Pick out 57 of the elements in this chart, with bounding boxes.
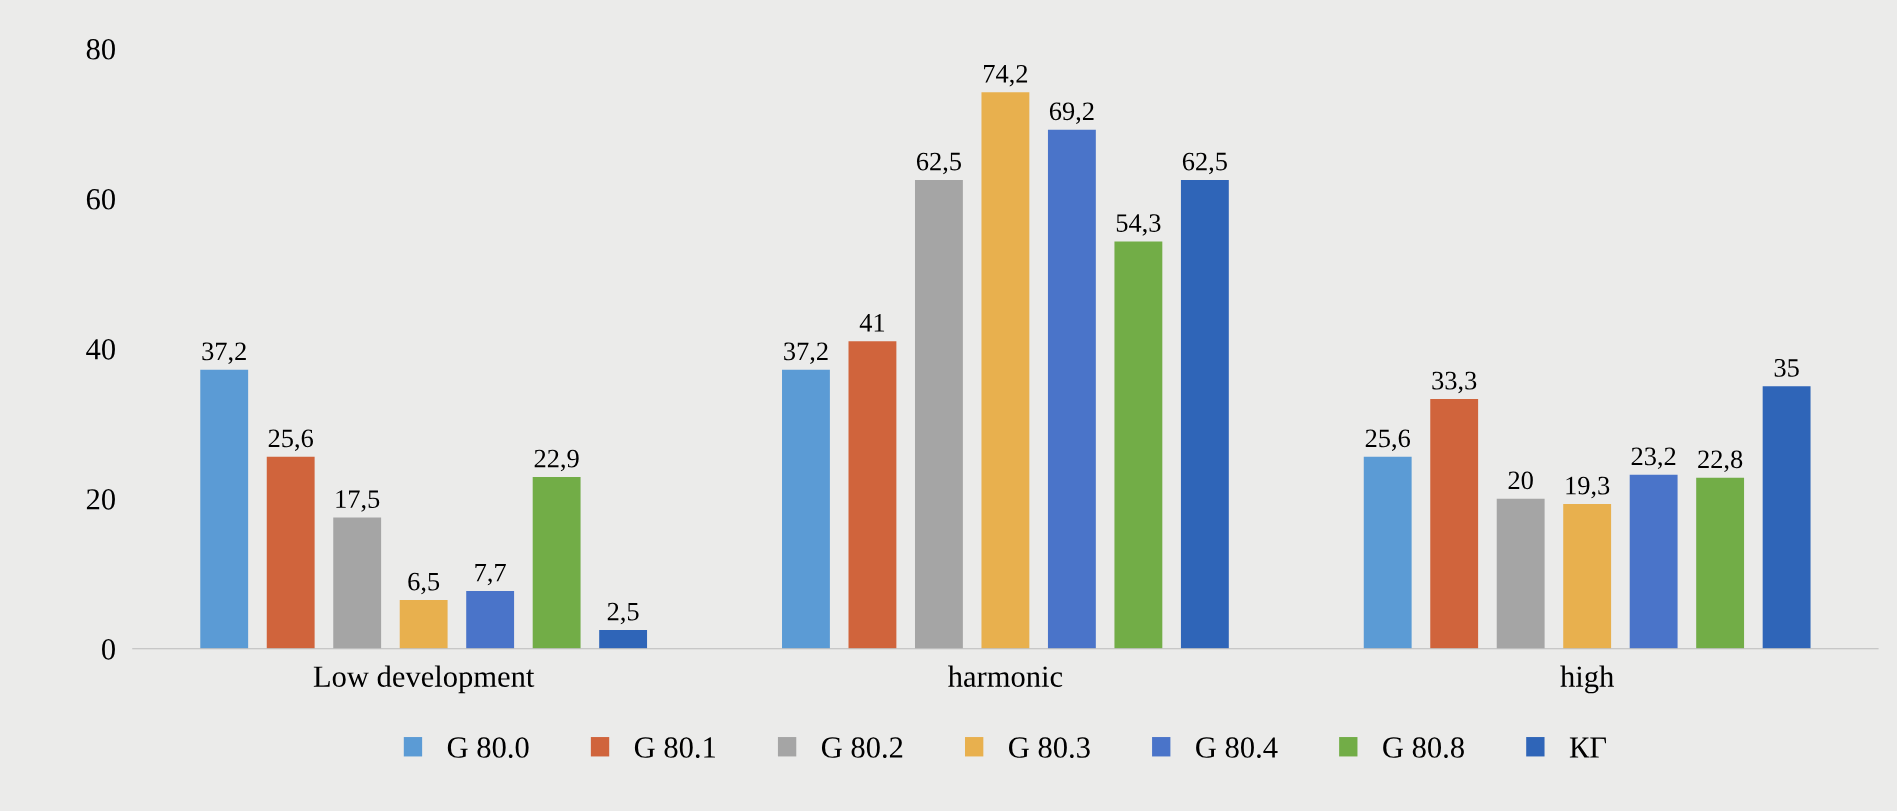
bar: [1696, 477, 1745, 649]
x-tick-label: harmonic: [948, 665, 1063, 687]
bar: [1114, 241, 1163, 649]
data-label: 22,8: [1698, 450, 1743, 473]
data-label: 2,5: [607, 602, 639, 625]
data-label: 74,2: [984, 64, 1028, 87]
bar: [914, 179, 963, 649]
data-label: 54,3: [1116, 214, 1161, 236]
data-label: 37,2: [202, 342, 246, 365]
y-tick-label: 40: [86, 339, 115, 360]
data-label: 35: [1774, 358, 1799, 377]
data-label: 41: [859, 314, 885, 332]
bar: [466, 591, 515, 649]
bar: [200, 369, 249, 649]
y-tick-label: 0: [102, 639, 115, 660]
y-tick-label: 80: [86, 38, 115, 60]
data-label: 19,3: [1566, 476, 1610, 499]
data-label: 69,2: [1049, 102, 1094, 124]
data-label: 17,5: [336, 490, 380, 512]
bar: [1496, 498, 1545, 649]
data-label: 22,9: [534, 449, 579, 472]
legend-label: G 80.8: [1383, 737, 1464, 758]
y-tick-label: 20: [86, 489, 115, 510]
data-label: 23,2: [1631, 447, 1676, 470]
bar: [848, 341, 897, 649]
legend-label: G 80.3: [1009, 737, 1090, 758]
data-label: 20: [1508, 471, 1533, 490]
bar: [1629, 474, 1678, 649]
data-label: 62,5: [916, 152, 961, 175]
bar: [266, 456, 315, 649]
data-label: 33,3: [1432, 371, 1477, 394]
bar: [599, 630, 648, 649]
bar: [1563, 504, 1612, 649]
bar: [1762, 386, 1811, 649]
bar: [532, 477, 581, 649]
bar: [1047, 129, 1096, 649]
x-tick-label: high: [1560, 665, 1614, 694]
data-label: 25,6: [1365, 429, 1410, 452]
bar: [1180, 179, 1229, 649]
legend-label: КГ: [1569, 737, 1607, 758]
data-label: 37,2: [784, 342, 828, 365]
legend-label: G 80.4: [1196, 737, 1278, 758]
data-label: 62,5: [1182, 152, 1227, 175]
data-label: 7,7: [475, 563, 506, 586]
bar: [333, 517, 382, 649]
legend-label: G 80.1: [634, 737, 715, 758]
data-label: 6,5: [408, 572, 440, 595]
bar: [1430, 398, 1479, 649]
data-label: 25,6: [268, 429, 313, 452]
bar: [399, 600, 448, 649]
bar: [1363, 456, 1412, 649]
bar: [981, 92, 1030, 649]
bar: [782, 369, 830, 649]
y-tick-label: 60: [86, 188, 115, 210]
legend-label: G 80.2: [821, 737, 903, 758]
x-tick-label: Low development: [313, 665, 535, 694]
legend-label: G 80.0: [447, 737, 529, 758]
